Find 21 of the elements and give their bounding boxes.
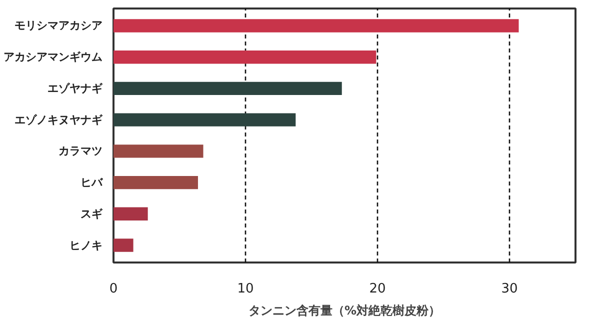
y-tick-label: アカシアマンギウム <box>4 50 102 64</box>
x-tick-label: 10 <box>237 282 254 296</box>
y-tick-label: ヒノキ <box>70 238 102 252</box>
bar <box>114 176 198 190</box>
bar <box>114 238 134 252</box>
bar <box>114 19 519 32</box>
y-tick-label: エゾヤナギ <box>48 82 104 95</box>
x-tick-label: 30 <box>501 282 518 296</box>
bar <box>114 144 204 158</box>
bar <box>114 207 148 220</box>
y-tick-label: エゾノキヌヤナギ <box>14 113 104 126</box>
x-axis-title: タンニン含有量（%対絶乾樹皮粉） <box>248 304 441 318</box>
y-tick-label: ヒバ <box>80 176 104 190</box>
y-tick-label: モリシマアカシア <box>14 19 102 32</box>
bar <box>114 82 342 96</box>
y-tick-label: スギ <box>80 207 104 220</box>
bar <box>114 50 376 64</box>
y-tick-label: カラマツ <box>58 144 102 158</box>
x-tick-label: 0 <box>109 282 118 296</box>
bar <box>114 113 296 126</box>
x-tick-label: 20 <box>369 282 386 296</box>
